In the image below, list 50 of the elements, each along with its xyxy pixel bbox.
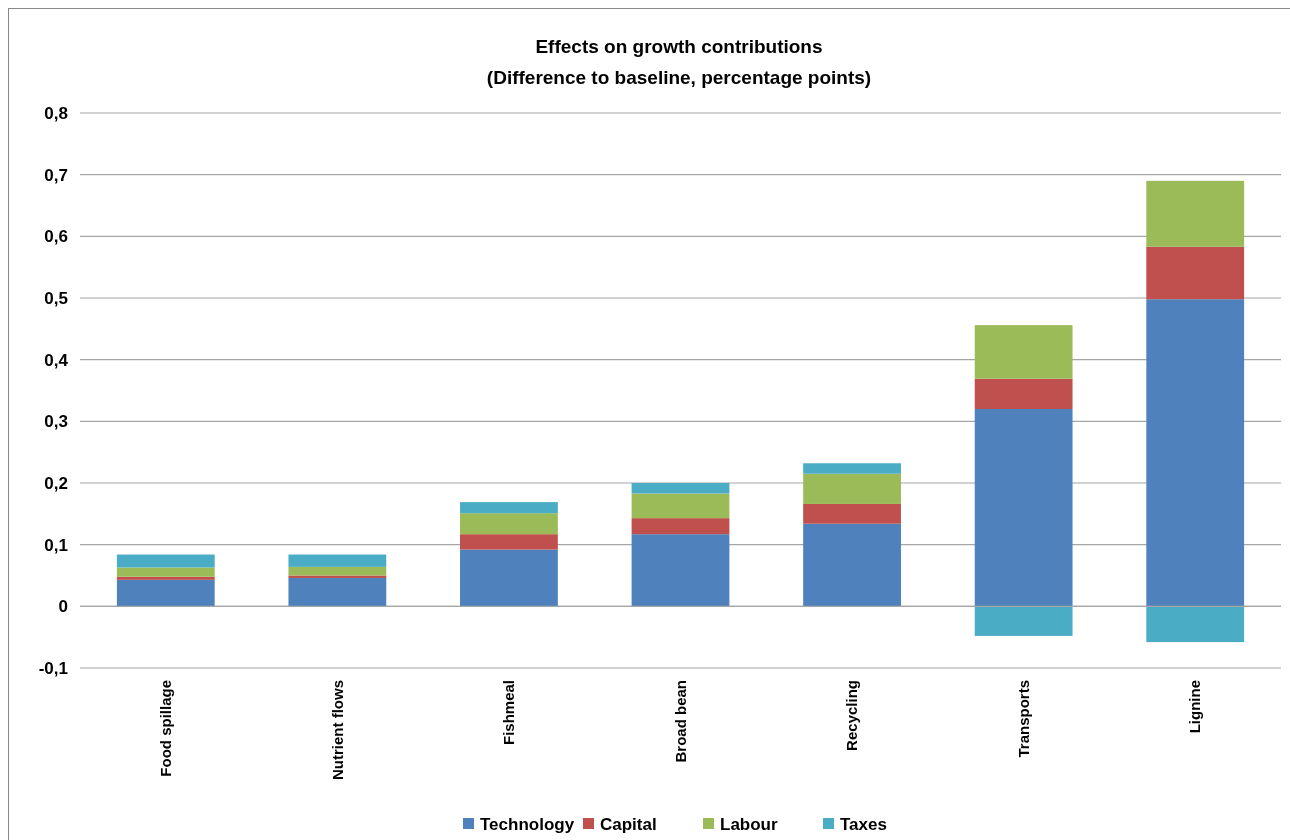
y-tick-label: 0,2: [44, 473, 68, 493]
x-tick-label: Nutrient flows: [328, 680, 346, 780]
legend-label: Labour: [720, 814, 778, 834]
bar: [974, 378, 1073, 409]
bar: [288, 554, 387, 567]
bar: [1146, 606, 1245, 643]
bar: [460, 549, 558, 607]
bar: [1146, 246, 1245, 300]
bar: [631, 493, 730, 519]
bar: [460, 513, 558, 535]
chart-title: Effects on growth contributions: [535, 36, 823, 57]
x-tick-label: Fishmeal: [500, 680, 518, 746]
bar: [1146, 299, 1245, 607]
bar: [116, 554, 215, 568]
bar: [974, 325, 1073, 379]
legend-label: Capital: [600, 814, 657, 834]
bar: [460, 502, 558, 514]
bar: [803, 503, 901, 524]
bar: [288, 566, 387, 576]
bar: [631, 534, 730, 607]
y-tick-label: 0,1: [44, 535, 68, 555]
bar: [116, 579, 215, 607]
y-tick-label: 0,3: [44, 412, 68, 432]
x-tick-label: Lignine: [1186, 680, 1204, 734]
bar: [974, 409, 1073, 607]
x-tick-label: Food spillage: [157, 680, 175, 777]
bar: [803, 473, 901, 504]
bar: [116, 576, 215, 580]
bar: [803, 523, 901, 607]
bar: [631, 518, 730, 535]
bar: [631, 483, 730, 494]
y-tick-label: 0,7: [44, 165, 68, 185]
bar: [460, 534, 558, 550]
y-tick-label: 0: [58, 597, 68, 617]
x-tick-label: Recycling: [843, 680, 861, 751]
chart-subtitle: (Difference to baseline, percentage points): [486, 67, 872, 88]
y-tick-label: 0,8: [44, 103, 68, 123]
bar: [116, 567, 215, 577]
y-tick-label: 0,6: [44, 227, 68, 247]
y-tick-label: 0,5: [44, 288, 68, 308]
x-tick-label: Broad bean: [671, 680, 689, 763]
y-tick-label: 0,4: [44, 350, 69, 370]
x-tick-label: Transports: [1014, 680, 1032, 758]
legend-label: Taxes: [840, 814, 887, 834]
y-tick-label: -0,1: [38, 658, 68, 678]
bar: [803, 463, 901, 474]
bar: [288, 577, 387, 607]
legend-label: Technology: [480, 814, 575, 834]
bar: [974, 606, 1073, 636]
bar: [1146, 180, 1245, 247]
